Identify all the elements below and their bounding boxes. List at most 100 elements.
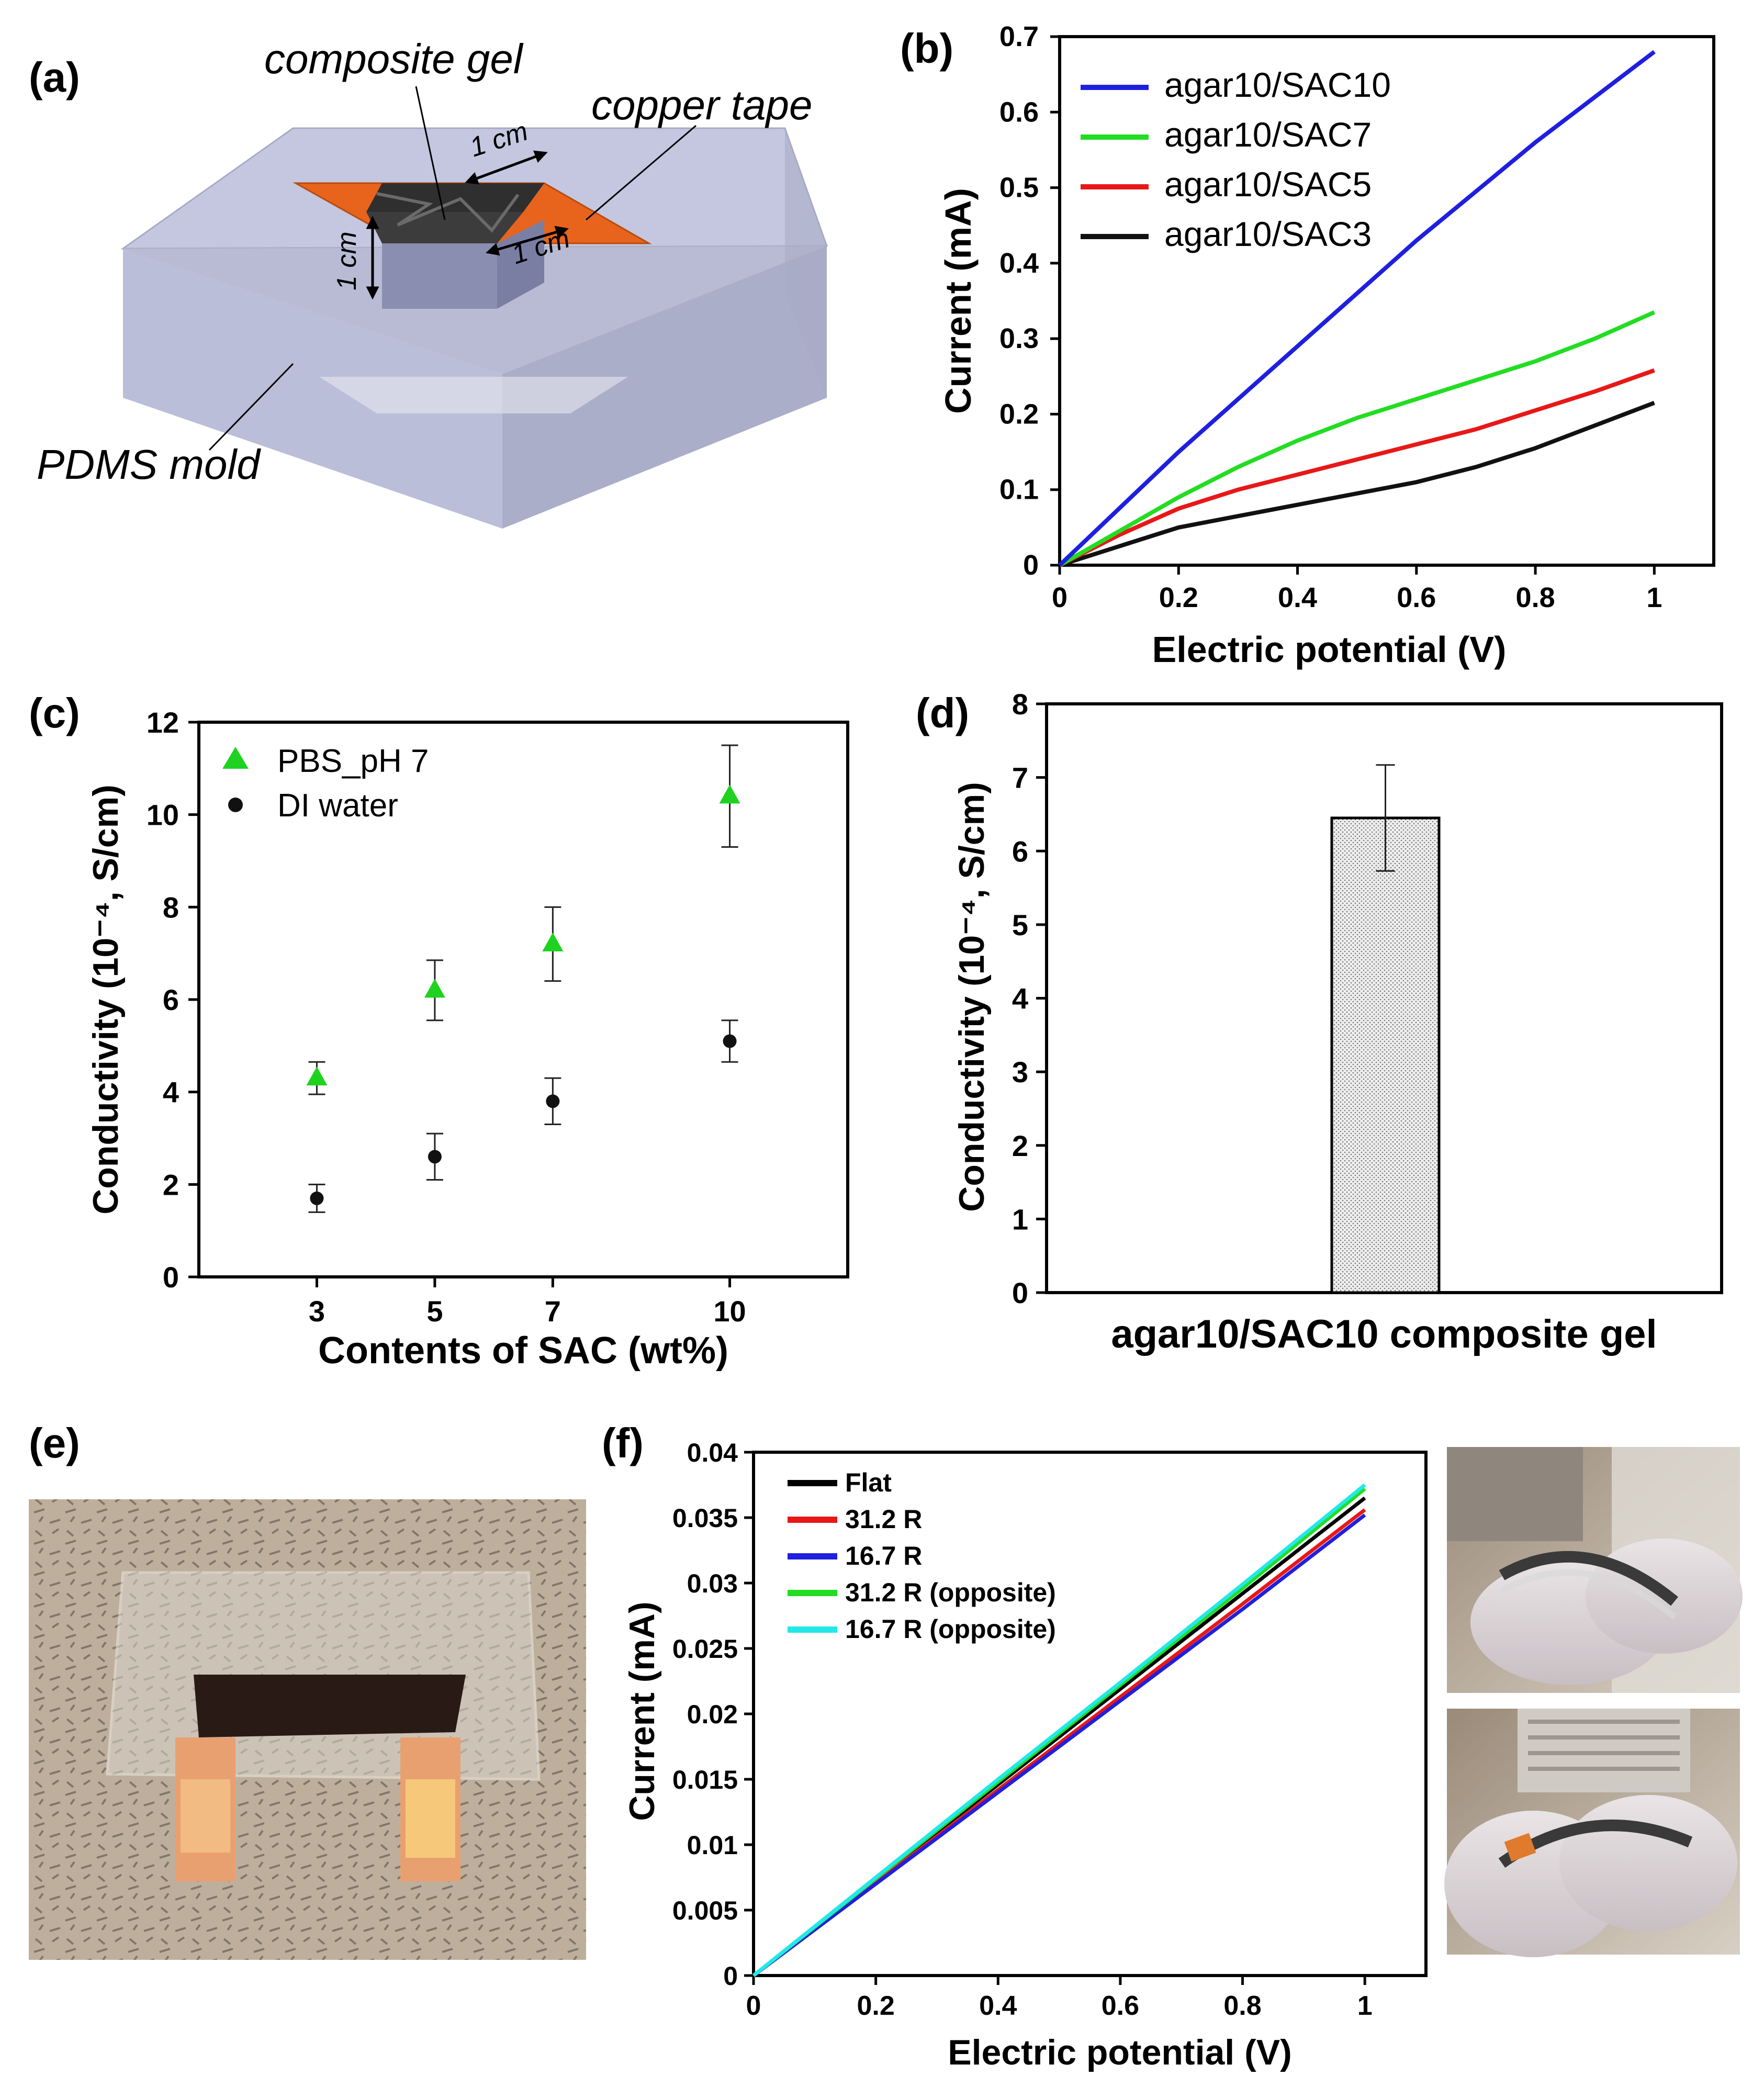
x-tick-label-b: 0 xyxy=(1052,582,1068,613)
legend-label-b: agar10/SAC3 xyxy=(1164,215,1372,253)
label-pdms-mold: PDMS mold xyxy=(37,441,261,488)
label-copper-tape: copper tape xyxy=(591,82,813,128)
panel-label-a: (a) xyxy=(29,54,80,100)
x-tick-label-b: 0.4 xyxy=(1278,582,1317,613)
chart-c: (c) 3 5 7 10 0 2 4 6 8 10 12 PBS_pH 7 DI water Cont… xyxy=(29,690,849,1372)
data-point-circle-c xyxy=(723,1034,737,1048)
y-tick-label-b: 0.6 xyxy=(999,96,1039,128)
y-tick-label-c: 8 xyxy=(163,891,179,924)
y-tick-label-f: 0.035 xyxy=(672,1503,738,1533)
legend-label-c: PBS_pH 7 xyxy=(277,743,429,779)
chart-f: (f) 0 0.2 0.4 0.6 0.8 1 0 0.005 0.01 0.015 0.02 0.0… xyxy=(602,1420,1428,2072)
x-tick-label-b: 0.6 xyxy=(1397,582,1436,613)
x-tick-label-f: 0.2 xyxy=(857,1991,894,2021)
panel-a: (a) 1 cm 1 cm 1 cm composite gel copper … xyxy=(29,36,828,529)
x-tick-label-b: 0.2 xyxy=(1159,582,1198,613)
x-tick-label-b: 1 xyxy=(1646,582,1662,613)
x-axis-label-f: Electric potential (V) xyxy=(948,2033,1291,2072)
y-tick-label-b: 0.4 xyxy=(999,248,1039,279)
panel-label-f: (f) xyxy=(602,1420,644,1466)
panel-label-e: (e) xyxy=(29,1420,80,1466)
legend-marker-c xyxy=(222,747,249,769)
photo-bent-bottom xyxy=(1444,1709,1740,1957)
x-tick-label-c: 7 xyxy=(545,1295,561,1328)
y-tick-label-b: 0 xyxy=(1023,549,1039,581)
y-tick-label-d: 1 xyxy=(1012,1203,1028,1236)
data-point-triangle-c xyxy=(542,933,564,951)
y-axis-label-f: Current (mA) xyxy=(622,1601,662,1821)
legend-label-f: Flat xyxy=(845,1468,892,1497)
x-tick-label-f: 0.6 xyxy=(1102,1991,1139,2021)
series-line-f xyxy=(752,1483,1366,1977)
x-tick-label-f: 0.4 xyxy=(979,1991,1017,2021)
data-point-triangle-c xyxy=(306,1067,328,1086)
dim-label-side: 1 cm xyxy=(332,231,362,290)
y-tick-label-c: 10 xyxy=(147,799,179,832)
y-axis-label-d: Conductivity (10⁻⁴, S/cm) xyxy=(952,782,992,1211)
legend-marker-c xyxy=(228,798,243,812)
legend-label-f: 31.2 R xyxy=(845,1505,922,1534)
y-axis-label-c: Conductivity (10⁻⁴, S/cm) xyxy=(86,784,126,1214)
y-tick-label-b: 0.2 xyxy=(999,398,1039,430)
x-tick-label-b: 0.8 xyxy=(1516,582,1555,613)
y-tick-label-f: 0.025 xyxy=(672,1634,738,1664)
y-tick-label-d: 7 xyxy=(1012,761,1028,794)
x-tick-label-c: 3 xyxy=(309,1295,325,1328)
x-tick-label-f: 0.8 xyxy=(1223,1991,1261,2021)
y-tick-label-d: 4 xyxy=(1012,982,1028,1015)
y-tick-label-f: 0.015 xyxy=(672,1765,738,1794)
photo-bent-top xyxy=(1447,1447,1743,1693)
y-tick-label-d: 6 xyxy=(1012,835,1028,868)
series-line-b xyxy=(1058,50,1656,567)
data-point-circle-c xyxy=(310,1191,324,1205)
legend-label-b: agar10/SAC10 xyxy=(1164,65,1391,104)
y-tick-label-b: 0.5 xyxy=(999,172,1039,204)
plot-frame-b xyxy=(1058,35,1715,567)
y-tick-label-c: 2 xyxy=(163,1168,179,1201)
x-axis-label-c: Contents of SAC (wt%) xyxy=(318,1330,728,1372)
legend-label-b: agar10/SAC5 xyxy=(1164,165,1372,204)
y-tick-label-c: 12 xyxy=(147,706,179,739)
panel-e: (e) xyxy=(29,1420,586,1960)
y-tick-label-b: 0.3 xyxy=(999,323,1039,354)
data-point-triangle-c xyxy=(719,784,740,804)
y-tick-label-f: 0.01 xyxy=(687,1831,738,1860)
y-tick-label-f: 0.04 xyxy=(687,1438,738,1467)
data-point-triangle-c xyxy=(424,979,445,998)
y-tick-label-b: 0.7 xyxy=(999,21,1039,52)
legend-label-b: agar10/SAC7 xyxy=(1164,115,1372,154)
chart-b: (b) 0 0.2 0.4 0.6 0.8 1 0 0.1 0.2 0.3 0.4 0.5 0.6 0.7… xyxy=(900,21,1715,670)
y-tick-label-c: 6 xyxy=(163,983,179,1016)
y-tick-label-d: 8 xyxy=(1012,688,1028,721)
x-tick-label-f: 0 xyxy=(746,1991,761,2021)
x-axis-label-d: agar10/SAC10 composite gel xyxy=(1111,1312,1657,1356)
pdms-mold-side xyxy=(502,246,827,529)
x-tick-label-c: 10 xyxy=(713,1295,746,1328)
chart-d: (d) 0 1 2 3 4 5 6 7 8 agar10/SAC10 composite gel… xyxy=(916,688,1723,1356)
y-tick-label-f: 0 xyxy=(723,1961,738,1991)
data-point-circle-c xyxy=(428,1150,442,1164)
legend-label-c: DI water xyxy=(277,788,398,824)
data-point-circle-c xyxy=(546,1094,560,1108)
panel-label-b: (b) xyxy=(900,25,953,72)
legend-label-f: 16.7 R xyxy=(845,1541,922,1570)
bar-d xyxy=(1330,816,1441,1294)
series-line-b xyxy=(1059,368,1655,567)
series-line-b xyxy=(1059,401,1655,567)
y-tick-label-f: 0.02 xyxy=(687,1700,738,1729)
legend-label-f: 31.2 R (opposite) xyxy=(845,1578,1056,1607)
y-axis-label-b: Current (mA) xyxy=(938,188,979,414)
series-line-f xyxy=(752,1513,1366,1977)
label-composite-gel: composite gel xyxy=(264,36,524,82)
y-tick-label-c: 4 xyxy=(163,1076,179,1109)
y-tick-label-b: 0.1 xyxy=(999,474,1039,506)
y-tick-label-d: 5 xyxy=(1012,908,1028,941)
series-line-b xyxy=(1059,310,1656,567)
panel-label-c: (c) xyxy=(29,690,80,736)
legend-label-f: 16.7 R (opposite) xyxy=(845,1614,1056,1644)
y-tick-label-f: 0.03 xyxy=(687,1569,738,1598)
composite-gel xyxy=(366,183,544,212)
y-tick-label-d: 0 xyxy=(1012,1276,1028,1309)
y-tick-label-f: 0.005 xyxy=(672,1896,738,1925)
x-tick-label-f: 1 xyxy=(1357,1991,1373,2021)
